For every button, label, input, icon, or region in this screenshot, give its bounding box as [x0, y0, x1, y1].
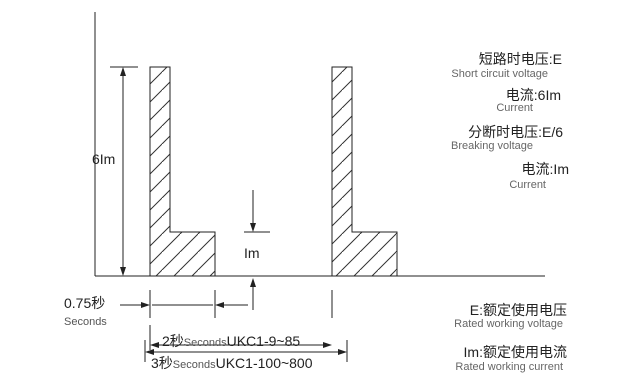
t3-unit: Seconds [172, 359, 216, 371]
waveform-first-pulse [149, 66, 216, 277]
rated-voltage-en: Rated working voltage [454, 318, 563, 330]
t3-left-arrow [145, 349, 154, 355]
t2-left-arrow [150, 342, 159, 348]
current-im-en: Current [509, 179, 546, 191]
t3-caption: 3秒SecondsUKC1-100~800 [151, 356, 313, 372]
im-arrow-down [250, 223, 256, 232]
t2-value: 2秒 [162, 333, 184, 349]
current-6im-cn: 电流:6Im [505, 87, 561, 103]
t075-left-arrow [141, 302, 150, 308]
t3-value: 3秒 [151, 355, 173, 371]
t2-right-arrow [323, 342, 332, 348]
t075-right-arrow [215, 302, 224, 308]
current-im-cn: 电流:Im [521, 161, 569, 177]
rated-voltage-cn: E:额定使用电压 [469, 302, 567, 318]
six-im-label: 6Im [92, 151, 116, 167]
rated-current-cn: Im:额定使用电流 [463, 344, 567, 360]
t075-unit: Seconds [64, 316, 107, 328]
im-label: Im [244, 245, 260, 261]
short-circuit-voltage-en: Short circuit voltage [451, 68, 548, 80]
six-im-arrow-up [120, 67, 126, 76]
im-arrow-up [250, 278, 256, 287]
breaking-voltage-cn: 分断时电压:E/6 [468, 124, 563, 140]
short-circuit-voltage-cn: 短路时电压:E [478, 51, 562, 67]
waveform-second-pulse [331, 66, 398, 277]
t2-caption: 2秒SecondsUKC1-9~85 [162, 334, 300, 350]
rated-current-en: Rated working current [455, 361, 563, 373]
breaking-voltage-en: Breaking voltage [451, 140, 533, 152]
t3-right-arrow [338, 349, 347, 355]
t075-value: 0.75秒 [64, 295, 106, 311]
t3-model: UKC1-100~800 [215, 355, 313, 371]
t2-unit: Seconds [183, 337, 227, 349]
current-6im-en: Current [496, 102, 533, 114]
t2-model: UKC1-9~85 [226, 333, 301, 349]
six-im-arrow-down [120, 267, 126, 276]
